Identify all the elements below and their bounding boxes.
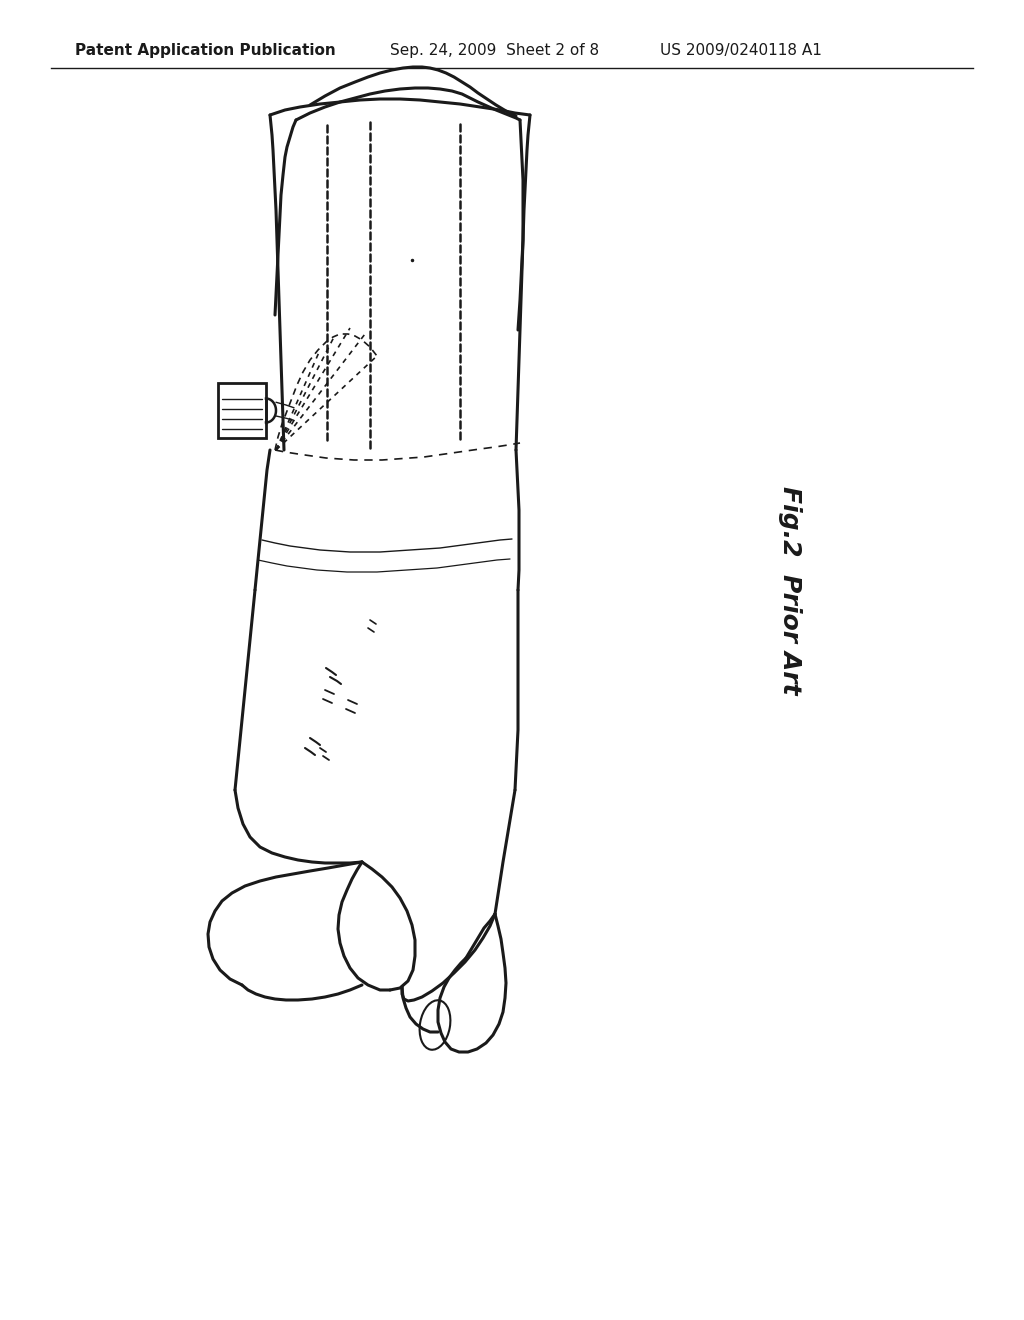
Text: Fig.2  Prior Art: Fig.2 Prior Art — [778, 486, 802, 694]
Text: US 2009/0240118 A1: US 2009/0240118 A1 — [660, 42, 822, 58]
Text: Sep. 24, 2009  Sheet 2 of 8: Sep. 24, 2009 Sheet 2 of 8 — [390, 42, 599, 58]
Text: Patent Application Publication: Patent Application Publication — [75, 42, 336, 58]
FancyBboxPatch shape — [218, 383, 266, 438]
